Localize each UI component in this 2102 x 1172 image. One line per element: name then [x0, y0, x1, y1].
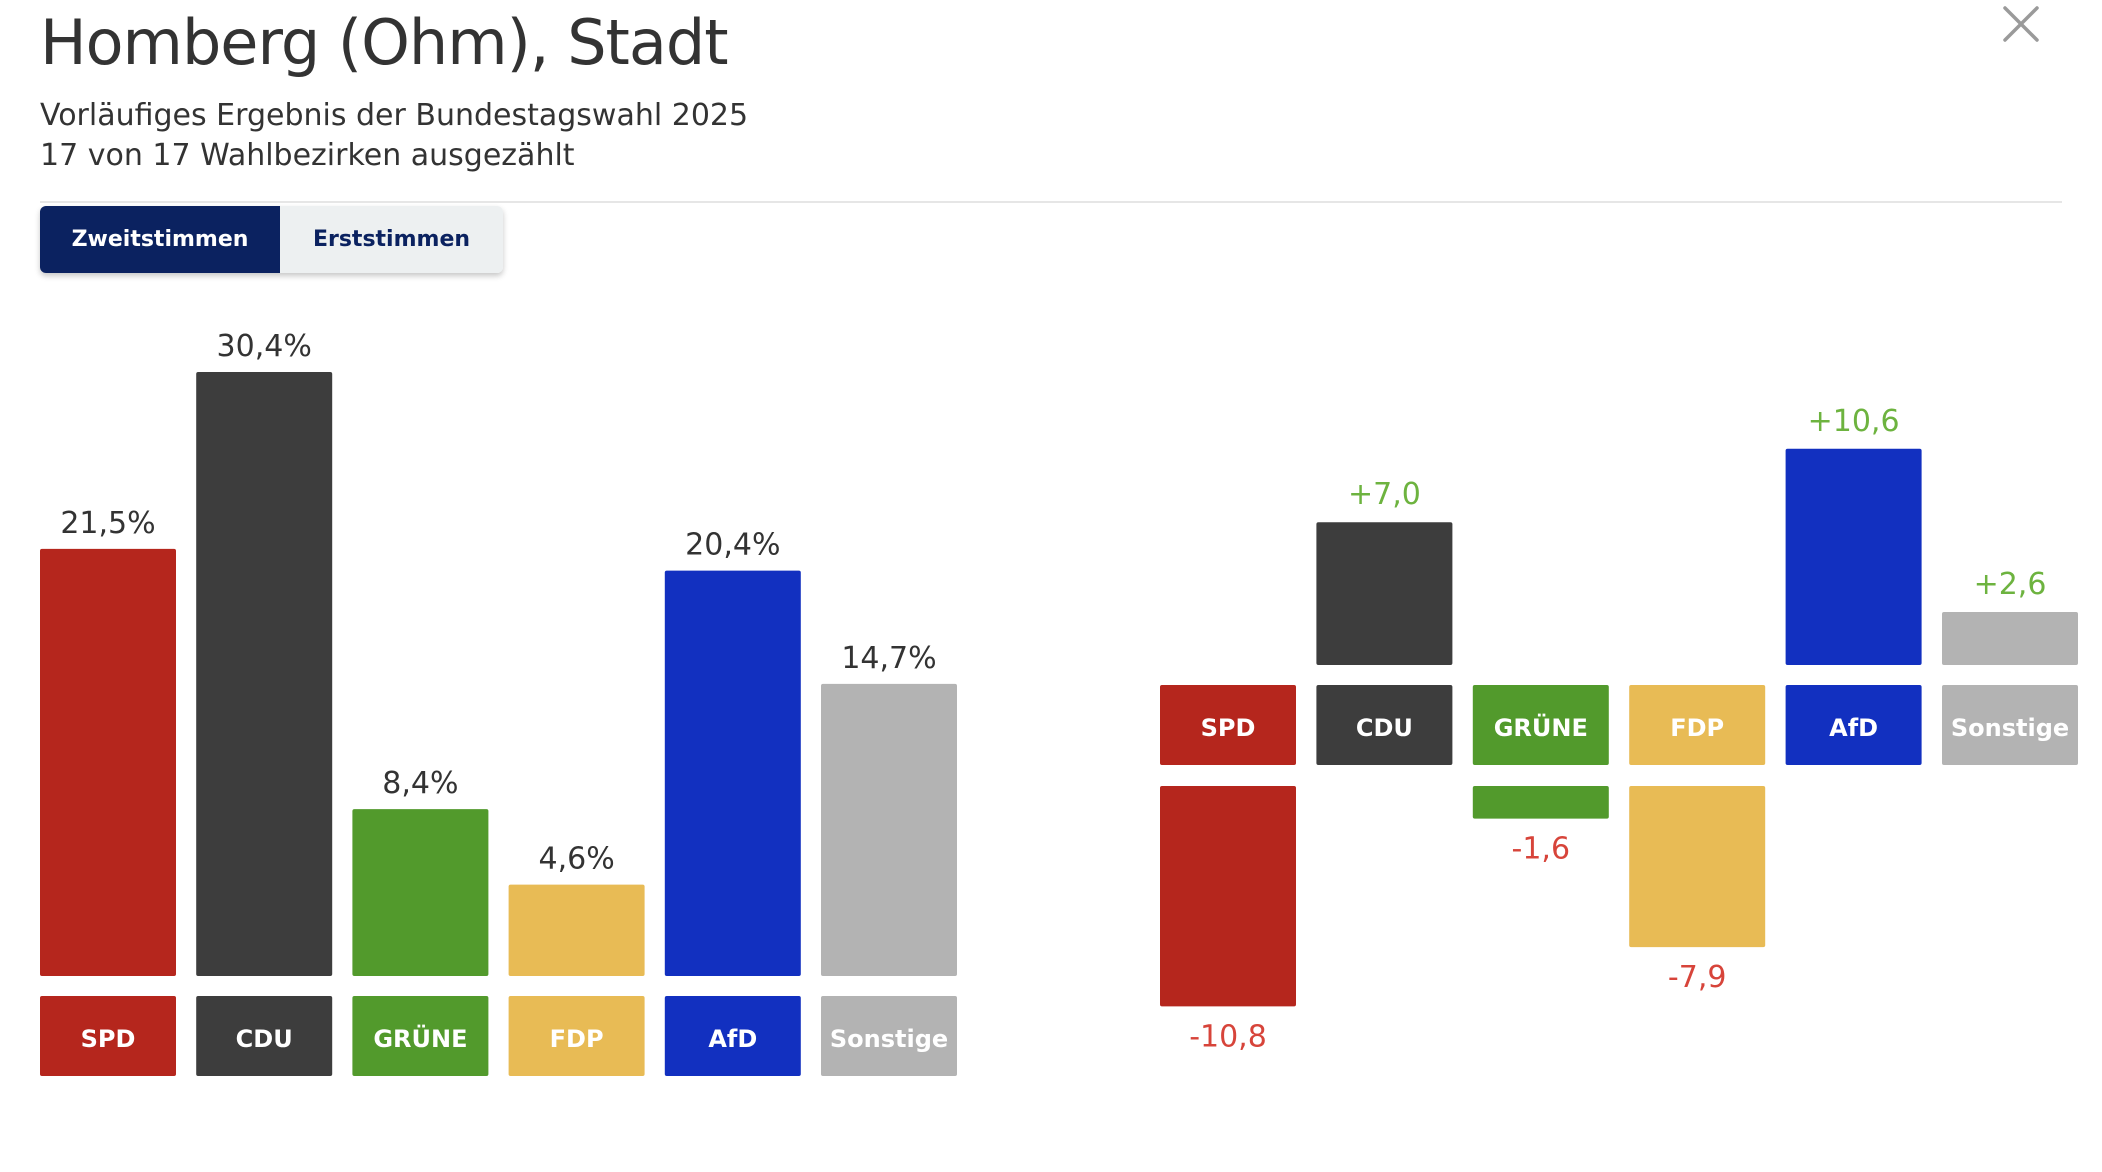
- share-party-label-gruene: GRÜNE: [373, 1023, 467, 1053]
- share-value-label-spd: 21,5%: [60, 506, 155, 541]
- change-bar-gruene: [1472, 786, 1609, 819]
- share-party-label-sonstige: Sonstige: [830, 1025, 948, 1053]
- subtitle: Vorläufiges Ergebnis der Bundestagswahl …: [40, 96, 748, 176]
- header-divider: [40, 201, 2062, 203]
- share-party-tile-cdu: [196, 996, 333, 1076]
- share-bar-fdp: [508, 884, 645, 976]
- change-value-label-gruene: -1,6: [1512, 832, 1571, 867]
- share-bar-spd: [40, 548, 176, 976]
- share-party-tile-gruene: [352, 996, 489, 1076]
- share-party-tile-fdp: [508, 996, 645, 1076]
- change-party-label-sonstige: Sonstige: [1951, 714, 2069, 742]
- change-bar-cdu: [1316, 522, 1453, 665]
- change-value-label-sonstige: +2,6: [1974, 567, 2047, 602]
- share-bar-afd: [664, 570, 801, 976]
- change-party-label-gruene: GRÜNE: [1494, 712, 1588, 742]
- page-title: Homberg (Ohm), Stadt: [40, 6, 729, 79]
- change-bar-afd: [1785, 448, 1922, 665]
- share-value-label-gruene: 8,4%: [382, 766, 458, 801]
- vote-type-toggle: Zweitstimmen Erststimmen: [40, 206, 503, 273]
- change-value-label-spd: -10,8: [1189, 1019, 1267, 1054]
- share-bar-cdu: [196, 372, 333, 976]
- share-bar-gruene: [352, 809, 489, 976]
- change-party-tile-fdp: [1629, 685, 1766, 765]
- change-party-tile-spd: [1160, 685, 1296, 765]
- share-party-label-afd: AfD: [708, 1025, 757, 1053]
- tab-erststimmen[interactable]: Erststimmen: [280, 206, 503, 273]
- change-value-label-cdu: +7,0: [1348, 477, 1421, 512]
- change-bar-spd: [1160, 786, 1296, 1007]
- change-party-tile-gruene: [1472, 685, 1609, 765]
- change-party-label-afd: AfD: [1829, 714, 1878, 742]
- close-icon: [2003, 6, 2039, 42]
- change-value-label-fdp: -7,9: [1668, 960, 1727, 995]
- change-party-label-spd: SPD: [1201, 714, 1256, 742]
- change-party-label-cdu: CDU: [1356, 714, 1413, 742]
- share-party-label-fdp: FDP: [550, 1025, 604, 1053]
- change-party-label-fdp: FDP: [1670, 714, 1724, 742]
- change-party-tile-sonstige: [1942, 685, 2078, 765]
- subtitle-election: Vorläufiges Ergebnis der Bundestagswahl …: [40, 98, 749, 133]
- share-bar-sonstige: [821, 683, 957, 976]
- share-value-label-fdp: 4,6%: [538, 842, 614, 877]
- share-value-label-cdu: 30,4%: [217, 329, 312, 364]
- share-party-label-cdu: CDU: [236, 1025, 293, 1053]
- change-party-tile-afd: [1785, 685, 1922, 765]
- change-value-label-afd: +10,6: [1808, 404, 1900, 439]
- close-button[interactable]: [1997, 0, 2045, 48]
- share-party-tile-spd: [40, 996, 176, 1076]
- share-party-tile-afd: [664, 996, 801, 1076]
- change-party-tile-cdu: [1316, 685, 1453, 765]
- change-bar-fdp: [1629, 786, 1766, 948]
- share-party-tile-sonstige: [821, 996, 957, 1076]
- change-bar-sonstige: [1942, 611, 2078, 665]
- tab-zweitstimmen[interactable]: Zweitstimmen: [40, 206, 280, 273]
- share-party-label-spd: SPD: [81, 1025, 136, 1053]
- subtitle-count-status: 17 von 17 Wahlbezirken ausgezählt: [40, 138, 575, 173]
- share-value-label-sonstige: 14,7%: [841, 641, 936, 676]
- share-value-label-afd: 20,4%: [685, 528, 780, 563]
